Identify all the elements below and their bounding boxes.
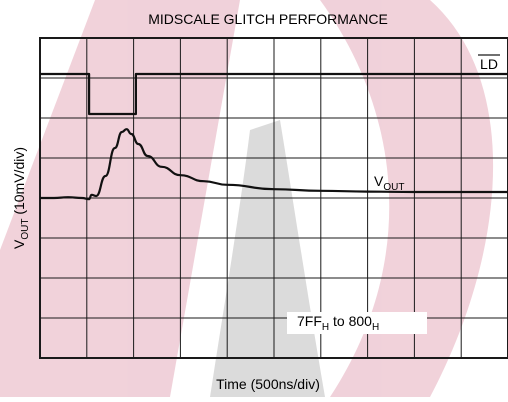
y-axis-label-sub: OUT <box>20 219 31 240</box>
transition-a-sub: H <box>322 322 329 333</box>
series-layer <box>39 72 508 201</box>
y-axis-label: VOUT (10mV/div) <box>11 147 31 249</box>
vout-label-sub: OUT <box>383 182 404 193</box>
transition-label-bg <box>287 312 427 334</box>
transition-a: 7FF <box>297 313 322 329</box>
series-line-v-out <box>39 128 508 201</box>
transition-b: 800 <box>349 313 373 329</box>
y-axis-label-prefix: V <box>11 239 27 249</box>
chart-title: MIDSCALE GLITCH PERFORMANCE <box>148 11 388 27</box>
grid-lines <box>40 38 508 358</box>
series-line-ld <box>40 72 508 116</box>
vout-label-main: V <box>374 173 384 189</box>
x-axis-label: Time (500ns/div) <box>216 376 320 392</box>
transition-label: 7FFH to 800H <box>297 313 379 333</box>
transition-b-sub: H <box>372 322 379 333</box>
transition-mid: to <box>329 313 348 329</box>
y-axis-label-suffix: (10mV/div) <box>11 147 27 219</box>
vout-label: VOUT <box>374 173 404 193</box>
ld-label: LD <box>480 56 498 72</box>
